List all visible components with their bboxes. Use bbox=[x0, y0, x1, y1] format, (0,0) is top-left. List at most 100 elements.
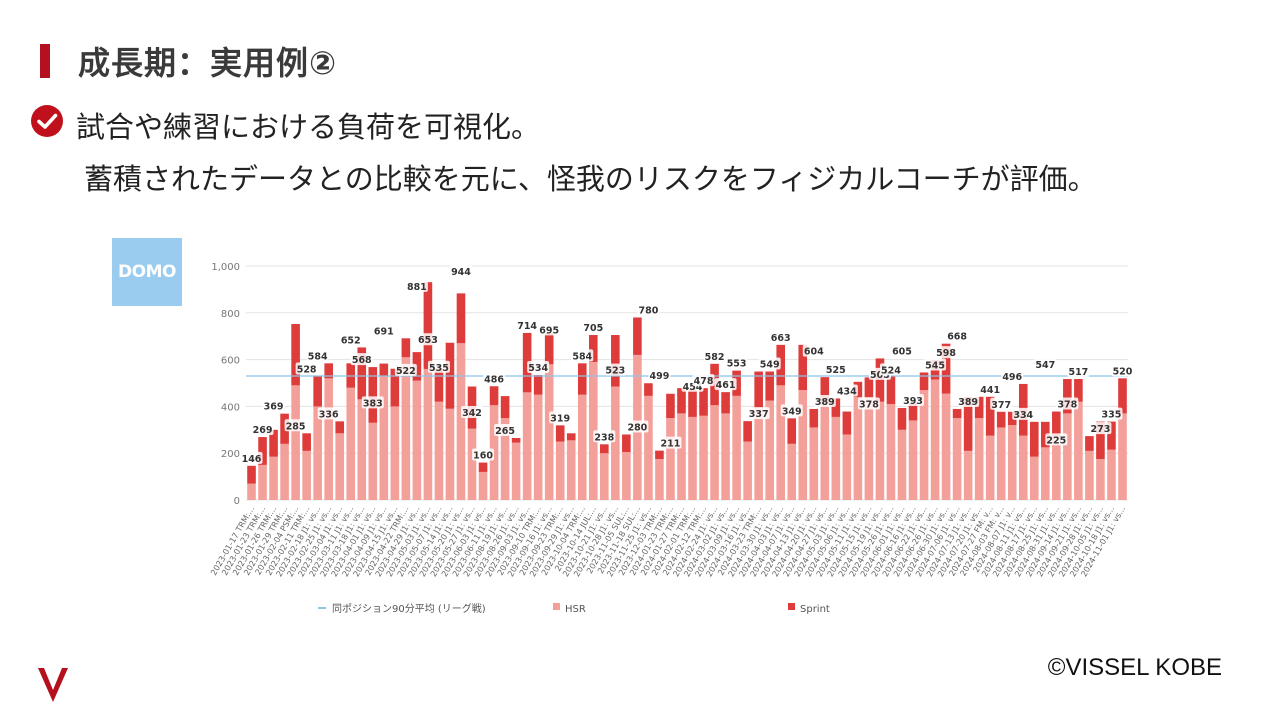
bar-hsr bbox=[765, 400, 774, 500]
bar-hsr bbox=[434, 401, 444, 500]
data-label: 441 bbox=[980, 385, 1000, 396]
data-label-bg bbox=[405, 279, 428, 292]
data-label: 525 bbox=[826, 365, 846, 376]
bar-hsr bbox=[533, 394, 543, 500]
bar-sprint bbox=[324, 363, 333, 379]
bar-sprint bbox=[1063, 379, 1072, 414]
data-label-bg bbox=[306, 349, 329, 362]
page-title: 成長期：実用例② bbox=[78, 44, 338, 82]
data-label-bg bbox=[692, 374, 715, 387]
data-label-bg bbox=[935, 346, 958, 359]
data-label-bg bbox=[990, 397, 1013, 410]
legend-label-hsr: HSR bbox=[565, 604, 586, 615]
data-label: 553 bbox=[727, 359, 747, 370]
bar-hsr bbox=[390, 406, 400, 500]
bar-sprint bbox=[974, 396, 984, 419]
data-label: 534 bbox=[528, 363, 548, 374]
bar-sprint bbox=[787, 418, 797, 444]
bar-sprint bbox=[765, 371, 774, 401]
data-label: 238 bbox=[594, 432, 614, 443]
bar-sprint bbox=[1107, 421, 1116, 450]
bar-hsr bbox=[1018, 435, 1028, 500]
bar-hsr bbox=[313, 406, 322, 500]
data-label-bg bbox=[725, 356, 748, 369]
data-label-bg bbox=[714, 378, 737, 391]
bar-sprint bbox=[291, 324, 300, 386]
data-label: 523 bbox=[605, 366, 625, 377]
bar-hsr bbox=[445, 408, 455, 500]
data-label: 285 bbox=[286, 421, 306, 432]
data-label-bg bbox=[251, 423, 274, 436]
bar-sprint bbox=[732, 370, 741, 396]
data-label: 944 bbox=[451, 267, 471, 278]
bar-sprint bbox=[555, 425, 565, 442]
bar-hsr bbox=[688, 416, 697, 500]
bar-hsr bbox=[853, 397, 863, 500]
data-label: 319 bbox=[550, 413, 570, 424]
bar-hsr bbox=[809, 427, 819, 500]
data-label-bg bbox=[317, 407, 340, 420]
bar-sprint bbox=[985, 396, 995, 436]
bar-hsr bbox=[974, 418, 984, 500]
bar-hsr bbox=[798, 390, 808, 500]
bar-hsr bbox=[247, 483, 256, 500]
bar-sprint bbox=[357, 347, 367, 400]
data-label: 335 bbox=[1102, 410, 1122, 421]
bar-sprint bbox=[710, 363, 719, 406]
bar-hsr bbox=[919, 390, 929, 500]
data-label-bg bbox=[593, 430, 616, 443]
bar-hsr bbox=[379, 375, 389, 500]
data-label: 265 bbox=[495, 426, 515, 437]
y-tick-label: 0 bbox=[234, 496, 240, 507]
data-label-bg bbox=[1001, 369, 1024, 382]
legend-label-average: 同ポジション90分平均 (リーグ戦) bbox=[332, 602, 486, 615]
data-label: 568 bbox=[352, 355, 372, 366]
data-label: 780 bbox=[638, 305, 658, 316]
bar-hsr bbox=[622, 452, 631, 500]
y-tick-label: 600 bbox=[221, 356, 240, 367]
bar-hsr bbox=[721, 413, 730, 500]
bar-sprint bbox=[302, 433, 311, 451]
bar-sprint bbox=[280, 413, 289, 444]
data-label: 499 bbox=[650, 371, 670, 382]
bar-hsr bbox=[754, 407, 763, 500]
data-label: 547 bbox=[1035, 360, 1055, 371]
title-accent-bar bbox=[40, 44, 50, 78]
data-label-bg bbox=[626, 420, 649, 433]
bar-hsr bbox=[302, 450, 311, 500]
data-label-bg bbox=[946, 329, 969, 342]
bar-sprint bbox=[655, 450, 664, 460]
bar-sprint bbox=[952, 408, 962, 419]
bar-hsr bbox=[401, 357, 411, 500]
bar-hsr bbox=[710, 405, 719, 500]
data-label: 605 bbox=[892, 346, 912, 357]
data-label: 369 bbox=[264, 402, 284, 413]
bar-hsr bbox=[269, 456, 278, 500]
bar-hsr bbox=[787, 443, 797, 500]
bar-hsr bbox=[1096, 459, 1105, 500]
data-label-bg bbox=[924, 358, 947, 371]
data-label-bg bbox=[802, 344, 825, 357]
data-label-bg bbox=[979, 382, 1002, 395]
data-label: 486 bbox=[484, 374, 504, 385]
data-label: 389 bbox=[958, 397, 978, 408]
bar-sprint bbox=[831, 398, 841, 417]
data-label: 695 bbox=[539, 325, 559, 336]
data-label: 334 bbox=[1013, 410, 1033, 421]
data-label-bg bbox=[703, 349, 726, 362]
bar-hsr bbox=[611, 386, 620, 500]
bar-hsr bbox=[732, 395, 741, 500]
data-label: 598 bbox=[936, 348, 956, 359]
bar-hsr bbox=[357, 399, 367, 500]
copyright-text: ©VISSEL KOBE bbox=[1047, 654, 1222, 681]
data-label-bg bbox=[835, 384, 858, 397]
bar-hsr bbox=[280, 443, 289, 500]
bar-hsr bbox=[555, 441, 565, 500]
data-label-bg bbox=[1056, 397, 1079, 410]
bar-hsr bbox=[952, 418, 962, 500]
data-label-bg bbox=[262, 399, 285, 412]
bar-sprint bbox=[842, 411, 852, 435]
data-label-bg bbox=[1012, 407, 1035, 420]
data-label-bg bbox=[350, 353, 373, 366]
data-label-bg bbox=[240, 451, 263, 464]
